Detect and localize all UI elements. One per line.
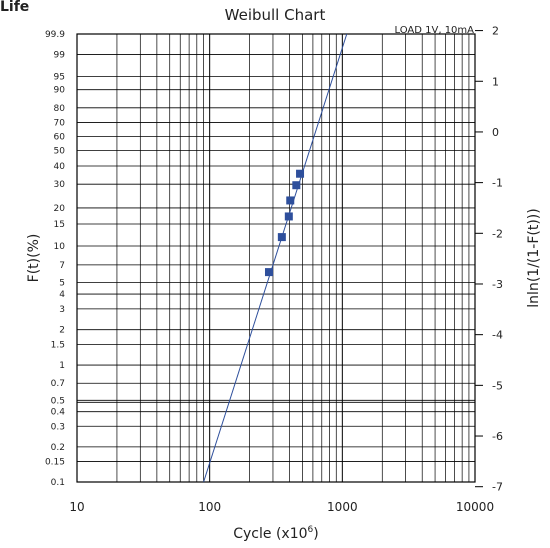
y-left-tick-label: 95	[54, 72, 65, 82]
y-left-tick-label: 2	[59, 326, 65, 336]
y-left-tick-label: 7	[59, 261, 65, 271]
chart-title: Weibull Chart	[224, 6, 326, 24]
data-point	[296, 169, 305, 178]
y-left-tick-label: 0.7	[51, 379, 65, 389]
x-tick-label: 10	[69, 500, 84, 514]
y-left-tick-label: 3	[59, 305, 65, 315]
y-left-tick-label: 60	[54, 132, 66, 142]
x-tick-label: 1000	[327, 500, 358, 514]
header-text: Life	[0, 0, 30, 15]
y-left-tick-label: 5	[59, 278, 65, 288]
y-left-tick-label: 1.5	[51, 340, 65, 350]
data-point	[292, 181, 301, 190]
y-left-tick-label: 70	[54, 119, 66, 129]
y-left-tick-label: 10	[54, 242, 66, 252]
y-left-tick-label: 80	[54, 104, 66, 114]
data-point	[264, 268, 273, 277]
y-right-tick-label: -4	[492, 329, 503, 342]
y-left-tick-label: 1	[59, 361, 65, 371]
y-right-tick-label: -2	[492, 227, 503, 240]
x-tick-label: 10000	[456, 500, 494, 514]
y-right-tick-label: 1	[492, 75, 499, 88]
y-right-tick-label: -6	[492, 430, 503, 443]
y-left-tick-label: 0.1	[51, 478, 65, 488]
y-right-tick-label: -1	[492, 177, 503, 190]
x-axis-label-superscript: 6	[308, 525, 314, 535]
y-left-tick-label: 99	[54, 51, 66, 61]
y-left-tick-label: 0.4	[51, 408, 66, 418]
data-point	[277, 233, 286, 242]
y-right-axis-label: lnln(1/(1-F(t)))	[526, 208, 542, 307]
x-axis-label: Cycle (x106)	[233, 525, 318, 542]
y-left-tick-label: 50	[54, 147, 66, 157]
y-right-tick-label: -3	[492, 278, 503, 291]
y-right-tick-label: 0	[492, 126, 499, 139]
y-left-tick-label: 90	[54, 86, 66, 96]
y-left-tick-label: 99.9	[45, 30, 65, 40]
y-left-axis-label: F(t)(%)	[26, 234, 42, 283]
y-right-tick-label: -7	[492, 481, 503, 494]
fit-line	[203, 33, 348, 483]
y-right-tick-label: 2	[492, 25, 499, 38]
data-point	[286, 196, 295, 205]
y-left-tick-label: 0.3	[51, 422, 65, 432]
y-left-tick-label: 0.15	[45, 457, 65, 467]
y-left-tick-label: 15	[54, 220, 65, 230]
y-left-tick-label: 20	[54, 204, 66, 214]
y-left-tick-label: 40	[54, 162, 66, 172]
chart-annotation: LOAD 1V, 10mA	[394, 25, 475, 36]
data-point	[284, 212, 293, 221]
y-left-tick-label: 0.5	[51, 396, 65, 406]
y-left-tick-label: 4	[59, 290, 65, 300]
y-left-tick-label: 30	[54, 180, 66, 190]
x-tick-label: 100	[198, 500, 221, 514]
plot-frame	[76, 33, 476, 483]
y-left-tick-label: 0.2	[51, 443, 65, 453]
y-right-tick-label: -5	[492, 379, 503, 392]
